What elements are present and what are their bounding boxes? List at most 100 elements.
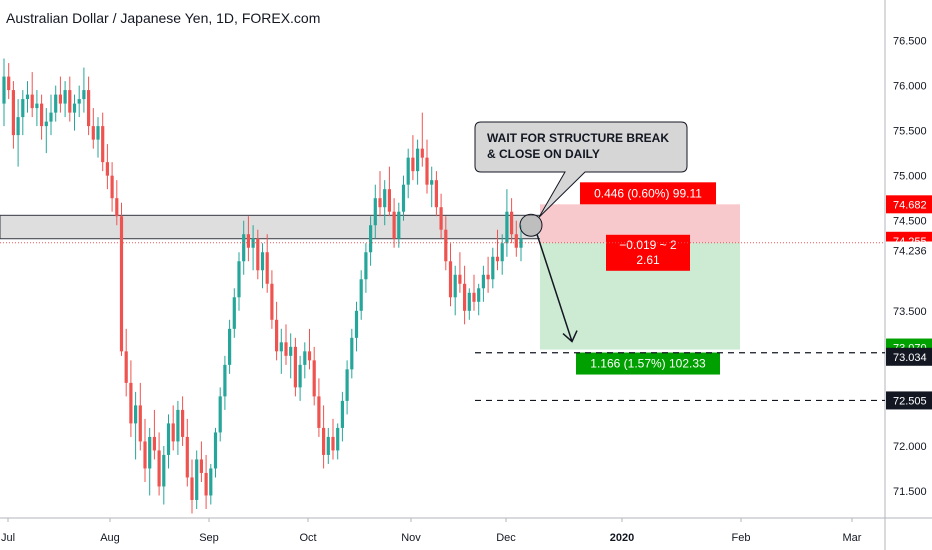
candle-body <box>119 216 124 352</box>
price-tick-label: 75.500 <box>893 126 927 138</box>
candle-body <box>87 90 91 127</box>
price-tick-label: 72.000 <box>893 441 927 453</box>
candle-body <box>96 126 100 140</box>
time-tick-label: Feb <box>732 532 751 544</box>
price-axis[interactable]: 76.500 76.000 75.500 75.000 74.500 73.500 73.0… <box>886 36 932 498</box>
candle-body <box>232 297 236 329</box>
price-tag-label: 74.236 <box>893 245 927 257</box>
price-tick-label: 71.500 <box>893 486 927 498</box>
candle-body <box>72 103 77 113</box>
candle-body <box>270 283 274 320</box>
candle-body <box>298 364 302 388</box>
candle-body <box>345 369 349 401</box>
candle-body <box>162 454 166 487</box>
candle-body <box>171 423 175 442</box>
time-tick-label: Nov <box>401 532 421 544</box>
candle-body <box>279 342 283 352</box>
risk-reward-box <box>606 234 690 271</box>
candle-body <box>49 112 53 122</box>
candle-body <box>317 396 321 428</box>
candle-body <box>486 274 490 280</box>
target-label-box <box>576 352 720 375</box>
candle-body <box>101 126 105 163</box>
price-tag-label: 72.505 <box>893 395 927 407</box>
candle-body <box>411 157 415 172</box>
candle-body <box>495 256 500 262</box>
candle-body <box>124 351 128 383</box>
price-tick-label: 73.500 <box>893 306 927 318</box>
time-tick-label: Jul <box>1 532 15 544</box>
chart-title: Australian Dollar / Japanese Yen, 1D, FO… <box>6 10 321 26</box>
time-tick-label: Dec <box>496 532 516 544</box>
candle-body <box>213 432 218 469</box>
candle-body <box>312 360 316 397</box>
candle-body <box>54 94 58 113</box>
candle-body <box>204 472 208 496</box>
candle-body <box>148 436 152 469</box>
candle-body <box>91 126 95 140</box>
candle-body <box>434 180 438 208</box>
price-tag-box <box>886 241 932 260</box>
candle-body <box>21 99 25 118</box>
candle-body <box>110 175 114 199</box>
candle-body <box>477 288 481 302</box>
time-tick-label: Sep <box>199 532 219 544</box>
stop-label-text: 0.446 (0.60%) 99.11 <box>594 186 702 200</box>
time-tick-label: Mar <box>843 532 862 544</box>
down-arrow-line <box>536 233 573 342</box>
time-tick-label: Aug <box>100 532 120 544</box>
candle-body <box>392 211 396 239</box>
callout-text-1: WAIT FOR STRUCTURE BREAK <box>487 131 669 145</box>
candle-body <box>77 99 81 104</box>
price-tag-box <box>886 391 932 410</box>
candle-body <box>35 103 39 109</box>
candle-body <box>16 117 20 136</box>
entry-circle-marker <box>519 213 543 237</box>
chart-annotations: WAIT FOR STRUCTURE BREAK & CLOSE ON DAILY <box>0 121 885 402</box>
candle-body <box>359 279 363 311</box>
candle-body <box>289 346 293 356</box>
candle-body <box>453 274 457 298</box>
candle-body <box>401 184 406 212</box>
candle-body <box>514 234 518 248</box>
candle-body <box>209 468 213 496</box>
candle-body <box>68 90 72 113</box>
candle-body <box>138 405 142 442</box>
candle-body <box>134 405 138 424</box>
candle-body <box>25 94 30 100</box>
candle-body <box>331 436 335 451</box>
candle-body <box>326 436 330 455</box>
candle-body <box>444 229 448 262</box>
time-axis[interactable]: Jul Aug Sep Oct Nov Dec 2020 Feb Mar <box>1 518 862 544</box>
candle-body <box>378 198 382 208</box>
candle-body <box>354 310 359 338</box>
candle-body <box>491 256 495 280</box>
callout-bubble <box>474 121 688 218</box>
candle-body <box>166 423 171 455</box>
candle-body <box>260 252 265 271</box>
price-tag-box <box>886 195 932 214</box>
candle-body <box>425 157 429 185</box>
candle-body <box>40 103 44 127</box>
candle-body <box>115 198 119 217</box>
candlestick-series <box>2 58 523 514</box>
candle-body <box>505 211 509 244</box>
candle-body <box>467 292 471 311</box>
candle-body <box>420 148 424 158</box>
candle-body <box>82 90 86 100</box>
short-position-tool[interactable]: 0.446 (0.60%) 99.11 −0.019 ~ 22.61 1.166 (… <box>540 182 740 375</box>
candle-body <box>383 189 387 208</box>
candle-body <box>199 459 203 473</box>
candle-body <box>265 252 269 284</box>
risk-reward-text-1: −0.019 ~ 2 <box>619 238 677 252</box>
candle-body <box>416 148 420 172</box>
candle-body <box>373 198 377 226</box>
candle-body <box>58 94 62 104</box>
candle-body <box>7 76 11 91</box>
candle-body <box>406 157 410 185</box>
candle-body <box>284 342 288 356</box>
price-tick-label: 74.500 <box>893 216 927 228</box>
down-arrow-head <box>562 330 578 343</box>
